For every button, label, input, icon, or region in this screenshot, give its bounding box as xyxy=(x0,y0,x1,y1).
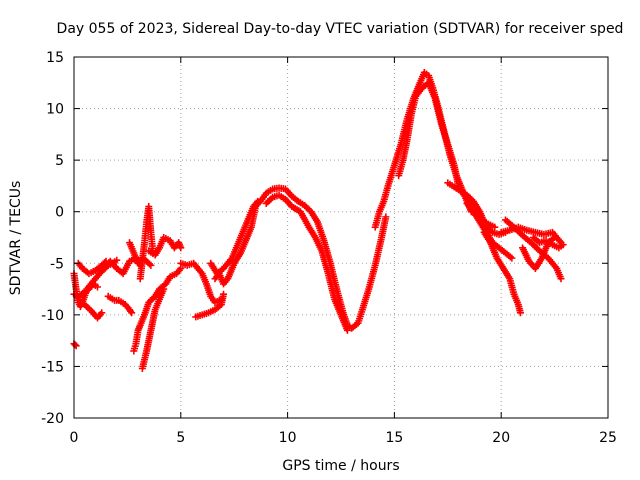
y-tick-label: -15 xyxy=(41,359,64,375)
data-point xyxy=(160,285,168,293)
y-axis-label: SDTVAR / TECUs xyxy=(8,181,24,296)
data-point xyxy=(491,223,499,231)
series-SDTVAR xyxy=(70,68,567,372)
y-tick-label: 15 xyxy=(46,50,64,66)
data-point xyxy=(516,309,524,317)
data-point xyxy=(128,309,136,317)
data-point xyxy=(147,261,155,269)
data-point xyxy=(343,326,351,334)
data-point xyxy=(557,275,565,283)
data-marks xyxy=(70,68,567,372)
data-point xyxy=(508,254,516,262)
y-tick-label: -5 xyxy=(50,256,64,272)
y-tick-label: 5 xyxy=(55,153,64,169)
data-point xyxy=(113,256,121,264)
x-tick-label: 0 xyxy=(70,430,79,446)
axis-ticks: 0 5 10 15 20 25 -20 -15 -10 -5 0 5 10 15 xyxy=(41,50,617,446)
data-point xyxy=(71,341,79,349)
x-tick-label: 25 xyxy=(599,430,617,446)
y-tick-label: 10 xyxy=(46,102,64,118)
x-axis-label: GPS time / hours xyxy=(282,458,399,474)
x-tick-label: 20 xyxy=(492,430,510,446)
chart-title: Day 055 of 2023, Sidereal Day-to-day VTE… xyxy=(57,21,624,37)
plot-frame xyxy=(73,56,609,419)
x-tick-label: 15 xyxy=(385,430,403,446)
data-point xyxy=(220,290,228,298)
y-tick-label: 0 xyxy=(55,205,64,221)
grid xyxy=(74,57,608,418)
data-point xyxy=(145,260,153,268)
data-point xyxy=(559,241,567,249)
data-point xyxy=(177,244,185,252)
data-point xyxy=(98,309,106,317)
data-point xyxy=(77,291,85,299)
y-tick-label: -10 xyxy=(41,308,64,324)
x-tick-label: 10 xyxy=(279,430,297,446)
x-tick-label: 5 xyxy=(176,430,185,446)
y-tick-label: -20 xyxy=(41,411,64,427)
data-point xyxy=(382,213,390,221)
data-point xyxy=(93,283,101,291)
data-point xyxy=(551,234,559,241)
